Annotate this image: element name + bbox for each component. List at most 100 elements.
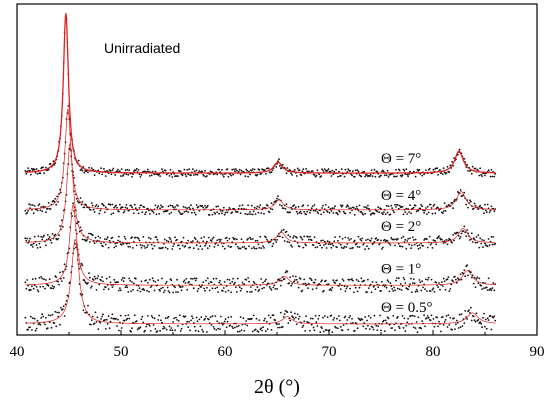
data-point: [384, 213, 387, 216]
data-point: [387, 205, 390, 208]
data-point: [420, 289, 423, 292]
series-group: Θ = 4°: [24, 105, 497, 216]
x-axis-title: 2θ (°): [254, 376, 300, 398]
data-point: [92, 208, 95, 211]
data-point: [40, 236, 43, 238]
data-point: [24, 210, 27, 212]
data-point: [118, 210, 120, 213]
data-point: [142, 288, 145, 290]
data-point: [62, 277, 65, 279]
data-point: [80, 262, 83, 265]
data-point: [280, 229, 283, 232]
data-point: [384, 319, 387, 322]
data-point: [87, 171, 89, 174]
data-point: [49, 162, 52, 165]
data-point: [142, 236, 145, 238]
data-point: [406, 213, 409, 215]
data-point: [172, 291, 175, 294]
data-point: [419, 207, 422, 210]
data-point: [111, 203, 114, 206]
data-point: [173, 317, 176, 320]
data-point: [472, 207, 475, 210]
data-point: [494, 319, 497, 322]
data-point: [32, 242, 35, 245]
data-point: [151, 316, 154, 319]
data-point: [193, 236, 196, 239]
data-point: [423, 211, 425, 214]
data-point: [494, 173, 497, 175]
data-point: [113, 246, 116, 249]
data-point: [258, 247, 261, 249]
data-point: [405, 168, 408, 171]
data-point: [310, 207, 313, 210]
data-point: [132, 247, 134, 249]
data-point: [493, 315, 496, 317]
data-point: [331, 207, 334, 210]
data-point: [320, 213, 322, 216]
data-point: [168, 212, 171, 215]
data-point: [376, 329, 379, 331]
data-point: [166, 286, 169, 289]
data-point: [265, 236, 267, 239]
data-point: [285, 203, 288, 206]
data-point: [213, 327, 216, 330]
data-point: [250, 286, 252, 288]
fit-line: [25, 107, 496, 211]
data-point: [271, 208, 274, 211]
data-point: [395, 279, 397, 282]
data-point: [483, 312, 485, 315]
data-point: [206, 277, 209, 280]
data-point: [60, 306, 62, 309]
data-point: [300, 174, 303, 177]
data-point: [165, 239, 168, 242]
data-point: [108, 239, 111, 242]
data-point: [385, 174, 388, 177]
data-point: [42, 166, 44, 169]
series-group: Θ = 7°: [24, 13, 497, 178]
data-point: [126, 317, 129, 320]
data-point: [230, 245, 233, 248]
data-point: [332, 244, 335, 247]
data-point: [329, 243, 332, 246]
data-point: [103, 204, 105, 207]
data-point: [332, 279, 335, 282]
data-point: [131, 175, 133, 178]
data-point: [309, 317, 312, 320]
data-point: [313, 236, 316, 239]
data-point: [455, 281, 458, 284]
data-point: [440, 172, 442, 175]
data-point: [26, 279, 29, 281]
data-point: [126, 168, 129, 171]
data-point: [147, 168, 149, 171]
data-point: [65, 300, 68, 302]
data-point: [430, 207, 433, 209]
data-point: [166, 248, 169, 250]
data-point: [215, 329, 218, 331]
data-point: [201, 170, 204, 173]
data-point: [77, 220, 80, 223]
data-point: [451, 202, 453, 204]
data-point: [31, 243, 33, 246]
x-tick-label: 80: [426, 344, 441, 360]
data-point: [322, 169, 324, 172]
data-point: [63, 315, 66, 317]
data-point: [149, 330, 152, 332]
data-point: [358, 286, 361, 289]
data-point: [283, 278, 286, 280]
data-point: [40, 206, 43, 209]
data-point: [269, 316, 272, 319]
data-point: [31, 317, 34, 320]
data-point: [441, 285, 444, 287]
data-point: [163, 327, 166, 329]
data-point: [361, 318, 364, 321]
series-label: Θ = 1°: [381, 261, 421, 277]
data-point: [492, 316, 495, 319]
data-point: [49, 208, 52, 210]
data-point: [113, 206, 116, 209]
data-point: [390, 204, 393, 207]
data-point: [31, 204, 34, 206]
data-point: [437, 325, 439, 328]
data-point: [356, 169, 359, 172]
data-point: [368, 210, 371, 212]
data-point: [191, 315, 193, 318]
